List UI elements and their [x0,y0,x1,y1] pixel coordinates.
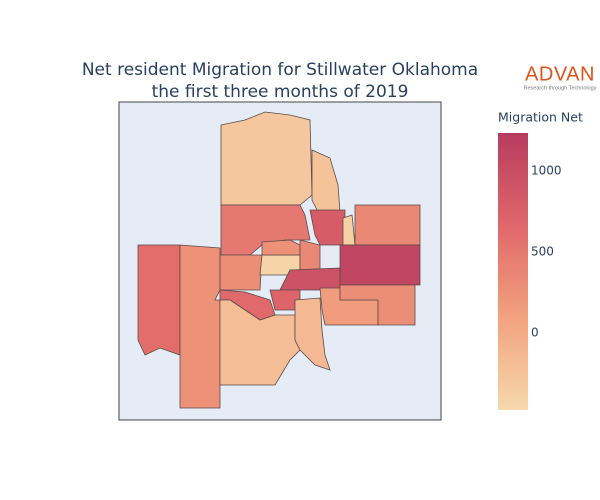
region [354,204,421,246]
region [309,209,346,246]
logo: ADVAN [525,63,595,85]
region [339,244,421,286]
region [299,239,321,271]
region [339,284,416,326]
region [219,254,263,291]
region [279,267,341,291]
colorbar-group: 0 500 1000 [498,133,562,410]
chart-title: Net resident Migration for Stillwater Ok… [82,60,478,80]
chart-subtitle: the first three months of 2019 [152,82,409,102]
region [220,111,313,206]
map [118,101,442,421]
region [261,239,301,256]
region [294,297,331,371]
colorbar-tick-label: 0 [531,326,539,340]
logo-tagline: Research through Technology [524,85,597,91]
colorbar [498,133,528,410]
colorbar-tick-label: 500 [531,245,554,259]
colorbar-tick-label: 1000 [531,164,562,178]
region [179,244,221,409]
region [137,244,181,356]
colorbar-title: Migration Net [498,110,583,125]
